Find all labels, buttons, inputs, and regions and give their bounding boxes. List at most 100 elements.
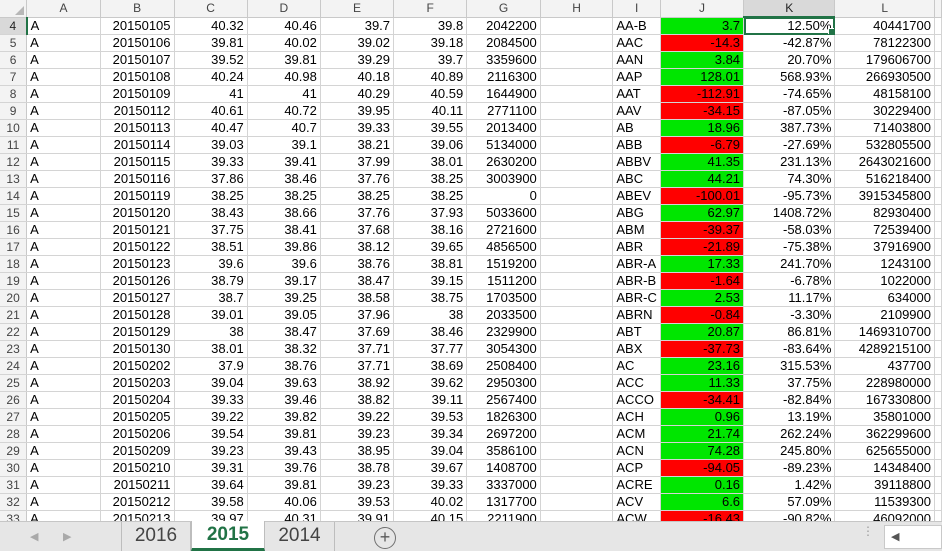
cell-f[interactable]: 38.69 — [393, 357, 468, 375]
cell-j[interactable]: -21.89 — [660, 238, 745, 256]
cell-i[interactable]: ABEV — [612, 187, 661, 205]
cell-a[interactable]: A — [26, 170, 101, 188]
row-header[interactable]: 5 — [0, 34, 28, 52]
tab-2016[interactable]: 2016 — [121, 522, 191, 551]
cell-b[interactable]: 20150203 — [100, 374, 175, 392]
cell-c[interactable]: 38.51 — [174, 238, 248, 256]
row-header[interactable]: 28 — [0, 425, 28, 443]
cell-j[interactable]: -112.91 — [660, 85, 745, 103]
cell-l[interactable]: 362299600 — [834, 425, 935, 443]
cell-e[interactable]: 40.18 — [320, 68, 395, 86]
cell-a[interactable]: A — [26, 119, 101, 137]
cell-b[interactable]: 20150114 — [100, 136, 175, 154]
cell-d[interactable]: 39.76 — [247, 459, 321, 477]
cell-f[interactable]: 38.46 — [393, 323, 468, 341]
cell-j[interactable]: 23.16 — [660, 357, 745, 375]
cell-k[interactable]: 262.24% — [743, 425, 836, 443]
cell-i[interactable]: ACW — [612, 510, 661, 521]
cell-i[interactable]: AC — [612, 357, 661, 375]
cell-g[interactable]: 2116300 — [466, 68, 541, 86]
cell-f[interactable]: 39.7 — [393, 51, 468, 69]
cell-h[interactable] — [540, 272, 614, 290]
cell-j[interactable]: 6.6 — [660, 493, 745, 511]
cell-f[interactable]: 40.89 — [393, 68, 468, 86]
column-header-b[interactable]: B — [100, 0, 175, 18]
cell-b[interactable]: 20150115 — [100, 153, 175, 171]
cell-g[interactable]: 2771100 — [466, 102, 541, 120]
cell-b[interactable]: 20150112 — [100, 102, 175, 120]
cell-overflow[interactable] — [934, 374, 942, 392]
cell-b[interactable]: 20150213 — [100, 510, 175, 521]
cell-overflow[interactable] — [934, 442, 942, 460]
scroll-left-icon[interactable]: ◀ — [891, 531, 900, 543]
cell-d[interactable]: 40.72 — [247, 102, 321, 120]
cell-overflow[interactable] — [934, 170, 942, 188]
cell-b[interactable]: 20150127 — [100, 289, 175, 307]
cell-j[interactable]: -0.84 — [660, 306, 745, 324]
cell-e[interactable]: 37.76 — [320, 204, 395, 222]
column-header-e[interactable]: E — [320, 0, 395, 18]
cell-c[interactable]: 39.22 — [174, 408, 248, 426]
row-header[interactable]: 15 — [0, 204, 28, 222]
cell-overflow[interactable] — [934, 408, 942, 426]
cell-j[interactable]: -37.73 — [660, 340, 745, 358]
cell-k[interactable]: -6.78% — [743, 272, 836, 290]
cell-c[interactable]: 39.52 — [174, 51, 248, 69]
cell-h[interactable] — [540, 340, 614, 358]
cell-j[interactable]: 18.96 — [660, 119, 745, 137]
cell-k[interactable]: -74.65% — [743, 85, 836, 103]
cell-a[interactable]: A — [26, 85, 101, 103]
cell-c[interactable]: 39.81 — [174, 34, 248, 52]
cell-a[interactable]: A — [26, 238, 101, 256]
cell-l[interactable]: 46092000 — [834, 510, 935, 521]
plus-circle-icon[interactable]: + — [374, 527, 396, 549]
cell-k[interactable]: 315.53% — [743, 357, 836, 375]
column-header-h[interactable]: H — [540, 0, 614, 18]
cell-h[interactable] — [540, 153, 614, 171]
cell-b[interactable]: 20150108 — [100, 68, 175, 86]
cell-f[interactable]: 40.15 — [393, 510, 468, 521]
row-header[interactable]: 25 — [0, 374, 28, 392]
cell-j[interactable]: 0.96 — [660, 408, 745, 426]
cell-g[interactable]: 2211900 — [466, 510, 541, 521]
cell-i[interactable]: AAN — [612, 51, 661, 69]
cell-h[interactable] — [540, 119, 614, 137]
cell-j[interactable]: 21.74 — [660, 425, 745, 443]
cell-d[interactable]: 39.81 — [247, 476, 321, 494]
cell-g[interactable]: 3003900 — [466, 170, 541, 188]
cell-a[interactable]: A — [26, 255, 101, 273]
cell-d[interactable]: 39.05 — [247, 306, 321, 324]
cell-f[interactable]: 39.11 — [393, 391, 468, 409]
cell-overflow[interactable] — [934, 187, 942, 205]
cell-f[interactable]: 37.93 — [393, 204, 468, 222]
cell-h[interactable] — [540, 68, 614, 86]
cell-d[interactable]: 38.32 — [247, 340, 321, 358]
cell-e[interactable]: 39.23 — [320, 425, 395, 443]
cell-h[interactable] — [540, 102, 614, 120]
cell-a[interactable]: A — [26, 289, 101, 307]
cell-b[interactable]: 20150130 — [100, 340, 175, 358]
cell-a[interactable]: A — [26, 68, 101, 86]
cell-g[interactable]: 1317700 — [466, 493, 541, 511]
cell-f[interactable]: 39.06 — [393, 136, 468, 154]
cell-e[interactable]: 39.91 — [320, 510, 395, 521]
cell-l[interactable]: 14348400 — [834, 459, 935, 477]
cell-g[interactable]: 2697200 — [466, 425, 541, 443]
row-header[interactable]: 22 — [0, 323, 28, 341]
cell-j[interactable]: -1.64 — [660, 272, 745, 290]
cell-f[interactable]: 38.75 — [393, 289, 468, 307]
cell-c[interactable]: 38.01 — [174, 340, 248, 358]
cell-b[interactable]: 20150122 — [100, 238, 175, 256]
cell-j[interactable]: -6.79 — [660, 136, 745, 154]
cell-b[interactable]: 20150109 — [100, 85, 175, 103]
cell-d[interactable]: 40.06 — [247, 493, 321, 511]
row-header[interactable]: 11 — [0, 136, 28, 154]
cell-g[interactable]: 0 — [466, 187, 541, 205]
cell-c[interactable]: 38.7 — [174, 289, 248, 307]
cell-h[interactable] — [540, 170, 614, 188]
cell-i[interactable]: AAV — [612, 102, 661, 120]
cell-e[interactable]: 39.22 — [320, 408, 395, 426]
column-header-c[interactable]: C — [174, 0, 248, 18]
cell-f[interactable]: 38 — [393, 306, 468, 324]
